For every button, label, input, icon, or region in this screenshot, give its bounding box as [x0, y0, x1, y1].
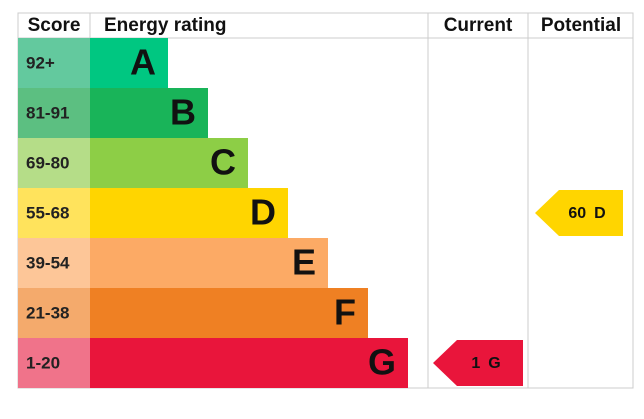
- score-cell: [18, 88, 90, 138]
- rating-bar: [90, 188, 288, 238]
- rating-bar: [90, 138, 248, 188]
- potential-score: 60: [568, 205, 586, 222]
- header-current: Current: [444, 15, 513, 36]
- rating-letter: E: [292, 242, 316, 283]
- rating-bar: [90, 88, 208, 138]
- score-cell: [18, 238, 90, 288]
- score-cell: [18, 38, 90, 88]
- score-range: 39-54: [26, 253, 70, 272]
- header-score: Score: [28, 15, 81, 36]
- current-letter: G: [488, 355, 500, 372]
- rating-letter: B: [170, 92, 196, 133]
- current-score: 1: [471, 355, 480, 372]
- rating-bar: [90, 338, 408, 388]
- potential-letter: D: [594, 205, 606, 222]
- current-arrow: [433, 340, 523, 386]
- potential-label: 60 D: [568, 205, 605, 222]
- rating-bar: [90, 288, 368, 338]
- score-range: 69-80: [26, 153, 69, 172]
- score-range: 55-68: [26, 203, 69, 222]
- rating-bar: [90, 238, 328, 288]
- header-potential: Potential: [541, 15, 621, 36]
- header-rating: Energy rating: [104, 15, 226, 36]
- rating-bar: [90, 38, 168, 88]
- score-range: 1-20: [26, 353, 60, 372]
- rating-letter: D: [250, 192, 276, 233]
- rating-letter: F: [334, 292, 356, 333]
- score-cell: [18, 138, 90, 188]
- rating-letter: G: [368, 342, 396, 383]
- score-cell: [18, 188, 90, 238]
- score-cell: [18, 288, 90, 338]
- potential-arrow: [535, 190, 623, 236]
- score-range: 21-38: [26, 303, 69, 322]
- score-cell: [18, 338, 90, 388]
- rating-letter: C: [210, 142, 236, 183]
- rating-letter: A: [130, 42, 156, 83]
- score-range: 92+: [26, 53, 55, 72]
- score-range: 81-91: [26, 103, 69, 122]
